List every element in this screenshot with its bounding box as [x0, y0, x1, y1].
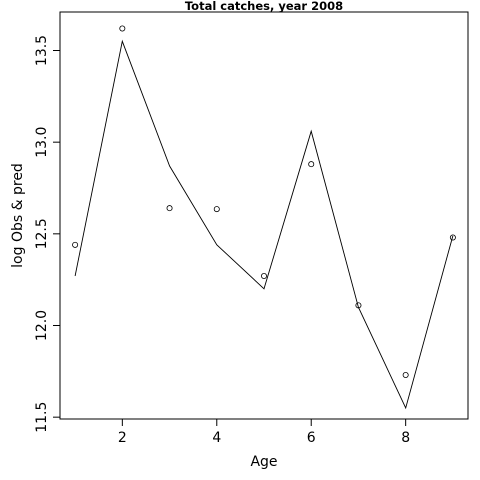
observed-point	[449, 234, 456, 241]
x-tick-label: 4	[212, 430, 221, 446]
x-tick-label: 6	[307, 430, 316, 446]
observed-point	[72, 241, 79, 248]
series-layer	[72, 25, 456, 410]
x-tick-label: 2	[118, 430, 127, 446]
y-tick-label: 13.0	[34, 127, 50, 158]
observed-point	[119, 25, 126, 32]
observed-point	[308, 161, 315, 168]
y-axis-title: log Obs & pred	[10, 163, 26, 268]
predicted-line	[74, 39, 454, 410]
y-tick-label: 12.0	[34, 310, 50, 341]
observed-point	[402, 371, 409, 378]
x-tick-label: 8	[401, 430, 410, 446]
y-tick-label: 11.5	[34, 402, 50, 433]
y-tick-label: 13.5	[34, 35, 50, 66]
plot-area	[59, 11, 469, 420]
observed-point	[213, 206, 220, 213]
y-tick-label: 12.5	[34, 218, 50, 249]
x-axis-title: Age	[250, 454, 277, 470]
observed-point	[166, 205, 173, 212]
chart-title: Total catches, year 2008	[185, 0, 343, 13]
y-axis: 11.5 12.0 12.5 13.0 13.5	[34, 35, 61, 433]
observed-point	[260, 272, 267, 279]
x-axis: 2 4 6 8	[118, 418, 410, 446]
